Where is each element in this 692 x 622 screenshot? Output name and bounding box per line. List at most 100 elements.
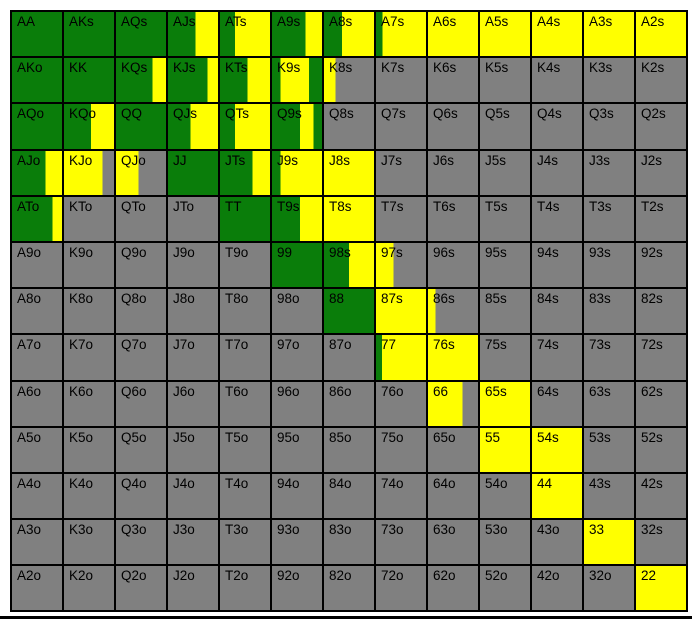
hand-cell-J9o[interactable]: J9o: [168, 242, 218, 288]
hand-cell-T9o[interactable]: T9o: [220, 242, 270, 288]
hand-cell-AQs[interactable]: AQs: [116, 12, 166, 57]
hand-cell-KK[interactable]: KK: [64, 58, 114, 103]
hand-cell-KTo[interactable]: KTo: [64, 196, 114, 241]
hand-cell-K9o[interactable]: K9o: [64, 242, 114, 288]
hand-cell-A3s[interactable]: A3s: [584, 12, 634, 57]
hand-cell-54s[interactable]: 54s: [532, 427, 582, 472]
hand-cell-K5o[interactable]: K5o: [64, 427, 114, 472]
hand-cell-T8s[interactable]: T8s: [324, 196, 374, 241]
hand-cell-T5o[interactable]: T5o: [220, 427, 270, 472]
hand-cell-KQs[interactable]: KQs: [116, 58, 166, 103]
hand-cell-33[interactable]: 33: [584, 520, 634, 565]
hand-cell-43o[interactable]: 43o: [532, 520, 582, 565]
hand-cell-J2s[interactable]: J2s: [636, 150, 686, 195]
hand-cell-83o[interactable]: 83o: [324, 520, 374, 565]
hand-cell-Q4s[interactable]: Q4s: [532, 104, 582, 149]
hand-cell-93o[interactable]: 93o: [272, 520, 322, 565]
hand-cell-JTs[interactable]: JTs: [220, 150, 270, 195]
hand-cell-AKs[interactable]: AKs: [64, 12, 114, 57]
hand-cell-Q9s[interactable]: Q9s: [272, 104, 322, 149]
hand-cell-32s[interactable]: 32s: [636, 520, 686, 565]
hand-cell-85o[interactable]: 85o: [324, 427, 374, 472]
hand-cell-62s[interactable]: 62s: [636, 381, 686, 426]
hand-cell-65o[interactable]: 65o: [428, 427, 478, 472]
hand-cell-Q2s[interactable]: Q2s: [636, 104, 686, 149]
hand-cell-T4o[interactable]: T4o: [220, 473, 270, 519]
hand-cell-98s[interactable]: 98s: [324, 242, 374, 288]
hand-cell-A2s[interactable]: A2s: [636, 12, 686, 57]
hand-cell-Q5o[interactable]: Q5o: [116, 427, 166, 472]
hand-cell-64o[interactable]: 64o: [428, 473, 478, 519]
hand-cell-J4s[interactable]: J4s: [532, 150, 582, 195]
hand-cell-Q2o[interactable]: Q2o: [116, 566, 166, 611]
hand-cell-75o[interactable]: 75o: [376, 427, 426, 472]
hand-cell-42o[interactable]: 42o: [532, 566, 582, 611]
hand-cell-A5s[interactable]: A5s: [480, 12, 530, 57]
hand-cell-97o[interactable]: 97o: [272, 335, 322, 380]
hand-cell-94s[interactable]: 94s: [532, 242, 582, 288]
hand-cell-96s[interactable]: 96s: [428, 242, 478, 288]
hand-cell-64s[interactable]: 64s: [532, 381, 582, 426]
hand-cell-86o[interactable]: 86o: [324, 381, 374, 426]
hand-cell-J5o[interactable]: J5o: [168, 427, 218, 472]
hand-cell-62o[interactable]: 62o: [428, 566, 478, 611]
hand-cell-A9o[interactable]: A9o: [12, 242, 62, 288]
hand-cell-73o[interactable]: 73o: [376, 520, 426, 565]
hand-cell-75s[interactable]: 75s: [480, 335, 530, 380]
hand-cell-T7s[interactable]: T7s: [376, 196, 426, 241]
hand-cell-ATs[interactable]: ATs: [220, 12, 270, 57]
hand-cell-Q4o[interactable]: Q4o: [116, 473, 166, 519]
hand-cell-Q6s[interactable]: Q6s: [428, 104, 478, 149]
hand-cell-J7o[interactable]: J7o: [168, 335, 218, 380]
hand-cell-JTo[interactable]: JTo: [168, 196, 218, 241]
hand-cell-T6o[interactable]: T6o: [220, 381, 270, 426]
hand-cell-82o[interactable]: 82o: [324, 566, 374, 611]
hand-cell-63s[interactable]: 63s: [584, 381, 634, 426]
hand-cell-T3o[interactable]: T3o: [220, 520, 270, 565]
hand-cell-74s[interactable]: 74s: [532, 335, 582, 380]
hand-cell-T3s[interactable]: T3s: [584, 196, 634, 241]
hand-cell-73s[interactable]: 73s: [584, 335, 634, 380]
hand-cell-J5s[interactable]: J5s: [480, 150, 530, 195]
hand-cell-J4o[interactable]: J4o: [168, 473, 218, 519]
hand-cell-77[interactable]: 77: [376, 335, 426, 380]
hand-cell-K3o[interactable]: K3o: [64, 520, 114, 565]
hand-cell-93s[interactable]: 93s: [584, 242, 634, 288]
hand-cell-AKo[interactable]: AKo: [12, 58, 62, 103]
hand-cell-T8o[interactable]: T8o: [220, 289, 270, 334]
hand-cell-K3s[interactable]: K3s: [584, 58, 634, 103]
hand-cell-98o[interactable]: 98o: [272, 289, 322, 334]
hand-cell-83s[interactable]: 83s: [584, 289, 634, 334]
hand-cell-76o[interactable]: 76o: [376, 381, 426, 426]
hand-cell-T9s[interactable]: T9s: [272, 196, 322, 241]
hand-cell-K8o[interactable]: K8o: [64, 289, 114, 334]
hand-cell-96o[interactable]: 96o: [272, 381, 322, 426]
hand-cell-K4o[interactable]: K4o: [64, 473, 114, 519]
hand-cell-55[interactable]: 55: [480, 427, 530, 472]
hand-cell-KJs[interactable]: KJs: [168, 58, 218, 103]
hand-cell-95s[interactable]: 95s: [480, 242, 530, 288]
hand-cell-52s[interactable]: 52s: [636, 427, 686, 472]
hand-cell-K6s[interactable]: K6s: [428, 58, 478, 103]
hand-cell-QJs[interactable]: QJs: [168, 104, 218, 149]
hand-cell-Q7o[interactable]: Q7o: [116, 335, 166, 380]
hand-cell-74o[interactable]: 74o: [376, 473, 426, 519]
hand-cell-AJo[interactable]: AJo: [12, 150, 62, 195]
hand-cell-A8o[interactable]: A8o: [12, 289, 62, 334]
hand-cell-TT[interactable]: TT: [220, 196, 270, 241]
hand-cell-J2o[interactable]: J2o: [168, 566, 218, 611]
hand-cell-QQ[interactable]: QQ: [116, 104, 166, 149]
hand-cell-A5o[interactable]: A5o: [12, 427, 62, 472]
hand-cell-J7s[interactable]: J7s: [376, 150, 426, 195]
hand-cell-53o[interactable]: 53o: [480, 520, 530, 565]
hand-cell-ATo[interactable]: ATo: [12, 196, 62, 241]
hand-cell-T6s[interactable]: T6s: [428, 196, 478, 241]
hand-cell-76s[interactable]: 76s: [428, 335, 478, 380]
hand-cell-A6o[interactable]: A6o: [12, 381, 62, 426]
hand-cell-K5s[interactable]: K5s: [480, 58, 530, 103]
hand-cell-J3o[interactable]: J3o: [168, 520, 218, 565]
hand-cell-87s[interactable]: 87s: [376, 289, 426, 334]
hand-cell-84o[interactable]: 84o: [324, 473, 374, 519]
hand-cell-QTo[interactable]: QTo: [116, 196, 166, 241]
hand-cell-Q8s[interactable]: Q8s: [324, 104, 374, 149]
